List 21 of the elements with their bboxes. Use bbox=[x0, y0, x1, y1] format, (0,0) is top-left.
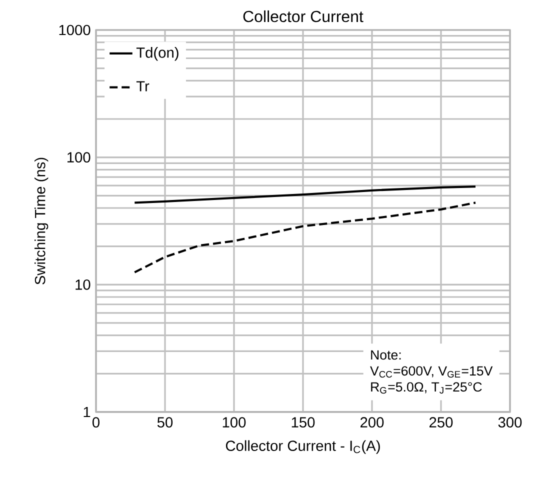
legend-label: Tr bbox=[136, 81, 150, 92]
annotation: R$_{G}$=5.0Ω, T$_{J}$=25°C bbox=[371, 382, 482, 394]
x-tick-label: 0 bbox=[92, 417, 100, 428]
x-axis-title: Collector Current - I$_{C}$(A) bbox=[226, 440, 380, 454]
y-tick-label: 1000 bbox=[59, 24, 90, 36]
chart-title: Collector Current bbox=[243, 10, 364, 22]
x-tick-label: 150 bbox=[292, 417, 315, 428]
y-tick-label: 1 bbox=[84, 406, 90, 418]
x-tick-label: 50 bbox=[157, 417, 173, 428]
y-axis-title: Switching Time (ns) bbox=[34, 158, 48, 284]
y-tick-label: 10 bbox=[76, 279, 90, 290]
y-tick-label: 100 bbox=[67, 152, 90, 163]
annotation: V$_{CC}$=600V, V$_{GE}$=15V bbox=[370, 366, 493, 378]
annotation: Note: bbox=[371, 350, 401, 360]
x-tick-label: 300 bbox=[498, 417, 522, 428]
x-tick-label: 250 bbox=[429, 417, 453, 428]
x-tick-label: 200 bbox=[360, 417, 384, 428]
line-series bbox=[134, 185, 477, 204]
line-series bbox=[134, 202, 477, 274]
x-tick-label: 100 bbox=[222, 417, 246, 428]
legend-label: Td(on) bbox=[136, 47, 178, 61]
